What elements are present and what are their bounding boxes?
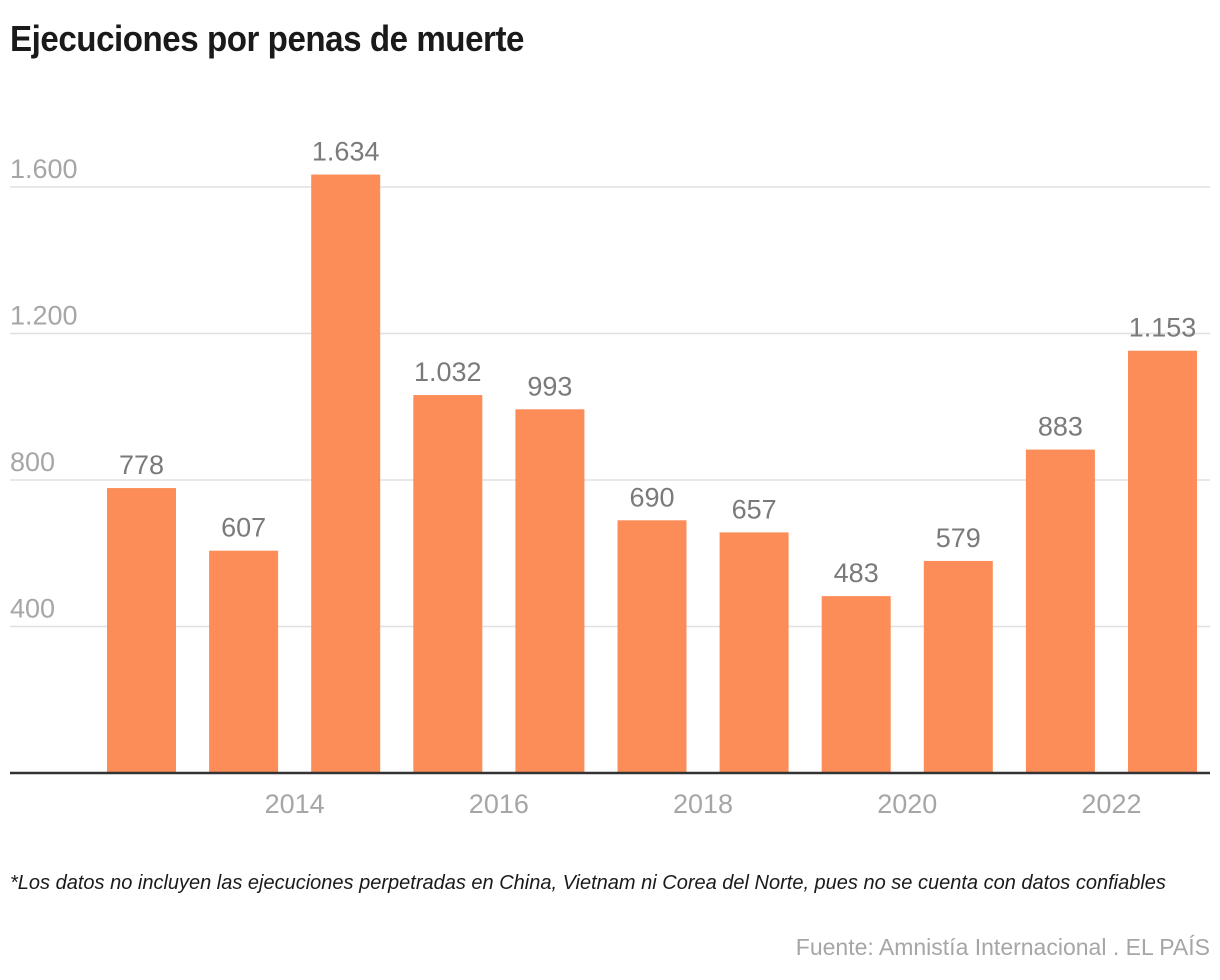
- value-label: 993: [527, 371, 572, 401]
- y-tick-label: 1.200: [10, 301, 78, 331]
- x-tick-label: 2016: [469, 789, 529, 819]
- value-label: 1.634: [312, 137, 380, 167]
- y-tick-label: 800: [10, 447, 55, 477]
- x-tick-label: 2018: [673, 789, 733, 819]
- bar-2020: [821, 596, 891, 773]
- bar-2014: [209, 550, 279, 773]
- bar-2015: [311, 174, 381, 774]
- bar-2016: [413, 395, 483, 773]
- x-tick-label: 2020: [877, 789, 937, 819]
- bar-2013: [107, 488, 176, 773]
- x-tick-label: 2014: [265, 789, 325, 819]
- bar-2019: [719, 532, 789, 773]
- value-label: 883: [1038, 412, 1083, 442]
- bar-2021: [923, 560, 993, 773]
- y-tick-label: 1.600: [10, 154, 78, 184]
- value-label: 483: [834, 558, 879, 588]
- bar-2018: [617, 520, 687, 773]
- value-label: 1.032: [414, 357, 482, 387]
- bar-2023: [1128, 350, 1197, 773]
- value-label: 690: [629, 482, 674, 512]
- y-tick-label: 400: [10, 594, 55, 624]
- value-label: 1.153: [1129, 313, 1197, 343]
- source-credit: Fuente: Amnistía Internacional . EL PAÍS: [795, 934, 1210, 960]
- x-tick-label: 2022: [1081, 789, 1141, 819]
- footnote: *Los datos no incluyen las ejecuciones p…: [10, 872, 1166, 894]
- value-label: 579: [936, 523, 981, 553]
- value-label: 607: [221, 513, 266, 543]
- value-label: 778: [119, 450, 164, 480]
- value-label: 657: [732, 494, 777, 524]
- bar-2017: [515, 409, 585, 773]
- chart-title: Ejecuciones por penas de muerte: [10, 18, 525, 59]
- bar-2022: [1025, 449, 1095, 773]
